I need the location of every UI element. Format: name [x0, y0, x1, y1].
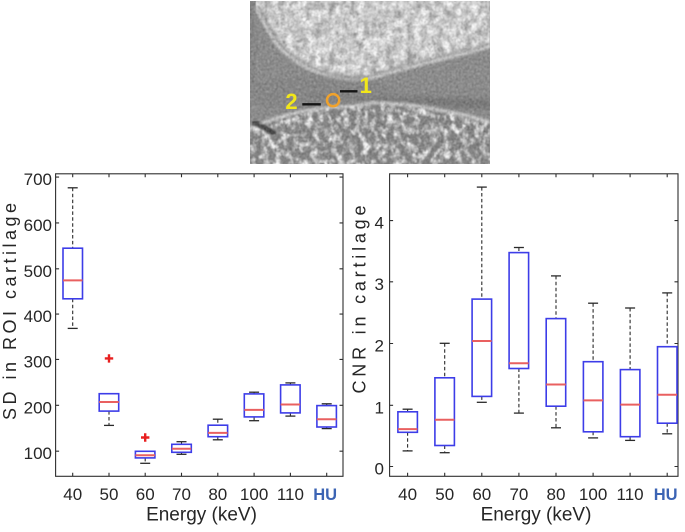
svg-text:60: 60	[472, 485, 491, 504]
svg-text:1: 1	[375, 398, 384, 417]
svg-text:Energy (keV): Energy (keV)	[481, 505, 592, 526]
svg-text:40: 40	[398, 485, 417, 504]
svg-text:100: 100	[579, 485, 607, 504]
svg-text:80: 80	[547, 485, 566, 504]
svg-text:HU: HU	[313, 486, 337, 504]
svg-text:400: 400	[24, 307, 52, 326]
svg-text:70: 70	[509, 485, 528, 504]
svg-text:200: 200	[24, 398, 52, 417]
svg-text:SD in ROI cartilage: SD in ROI cartilage	[0, 203, 20, 420]
svg-text:1: 1	[360, 73, 372, 98]
svg-text:500: 500	[24, 262, 52, 281]
svg-text:100: 100	[24, 444, 52, 463]
svg-text:80: 80	[208, 485, 227, 504]
svg-text:2: 2	[285, 89, 297, 114]
svg-text:50: 50	[100, 485, 119, 504]
svg-text:2: 2	[375, 337, 384, 356]
svg-text:4: 4	[375, 214, 384, 233]
svg-text:50: 50	[435, 485, 454, 504]
svg-text:110: 110	[277, 485, 304, 504]
svg-text:0: 0	[375, 460, 384, 479]
svg-text:110: 110	[617, 485, 644, 504]
svg-text:Energy (keV): Energy (keV)	[146, 505, 257, 526]
svg-text:700: 700	[24, 170, 52, 189]
svg-text:CNR in cartilage: CNR in cartilage	[349, 206, 369, 394]
svg-text:600: 600	[24, 216, 52, 235]
svg-text:300: 300	[24, 352, 52, 371]
svg-text:3: 3	[375, 275, 384, 294]
svg-text:40: 40	[63, 485, 82, 504]
svg-text:100: 100	[240, 485, 268, 504]
svg-text:70: 70	[172, 485, 191, 504]
svg-text:60: 60	[136, 485, 155, 504]
svg-text:HU: HU	[654, 486, 678, 504]
